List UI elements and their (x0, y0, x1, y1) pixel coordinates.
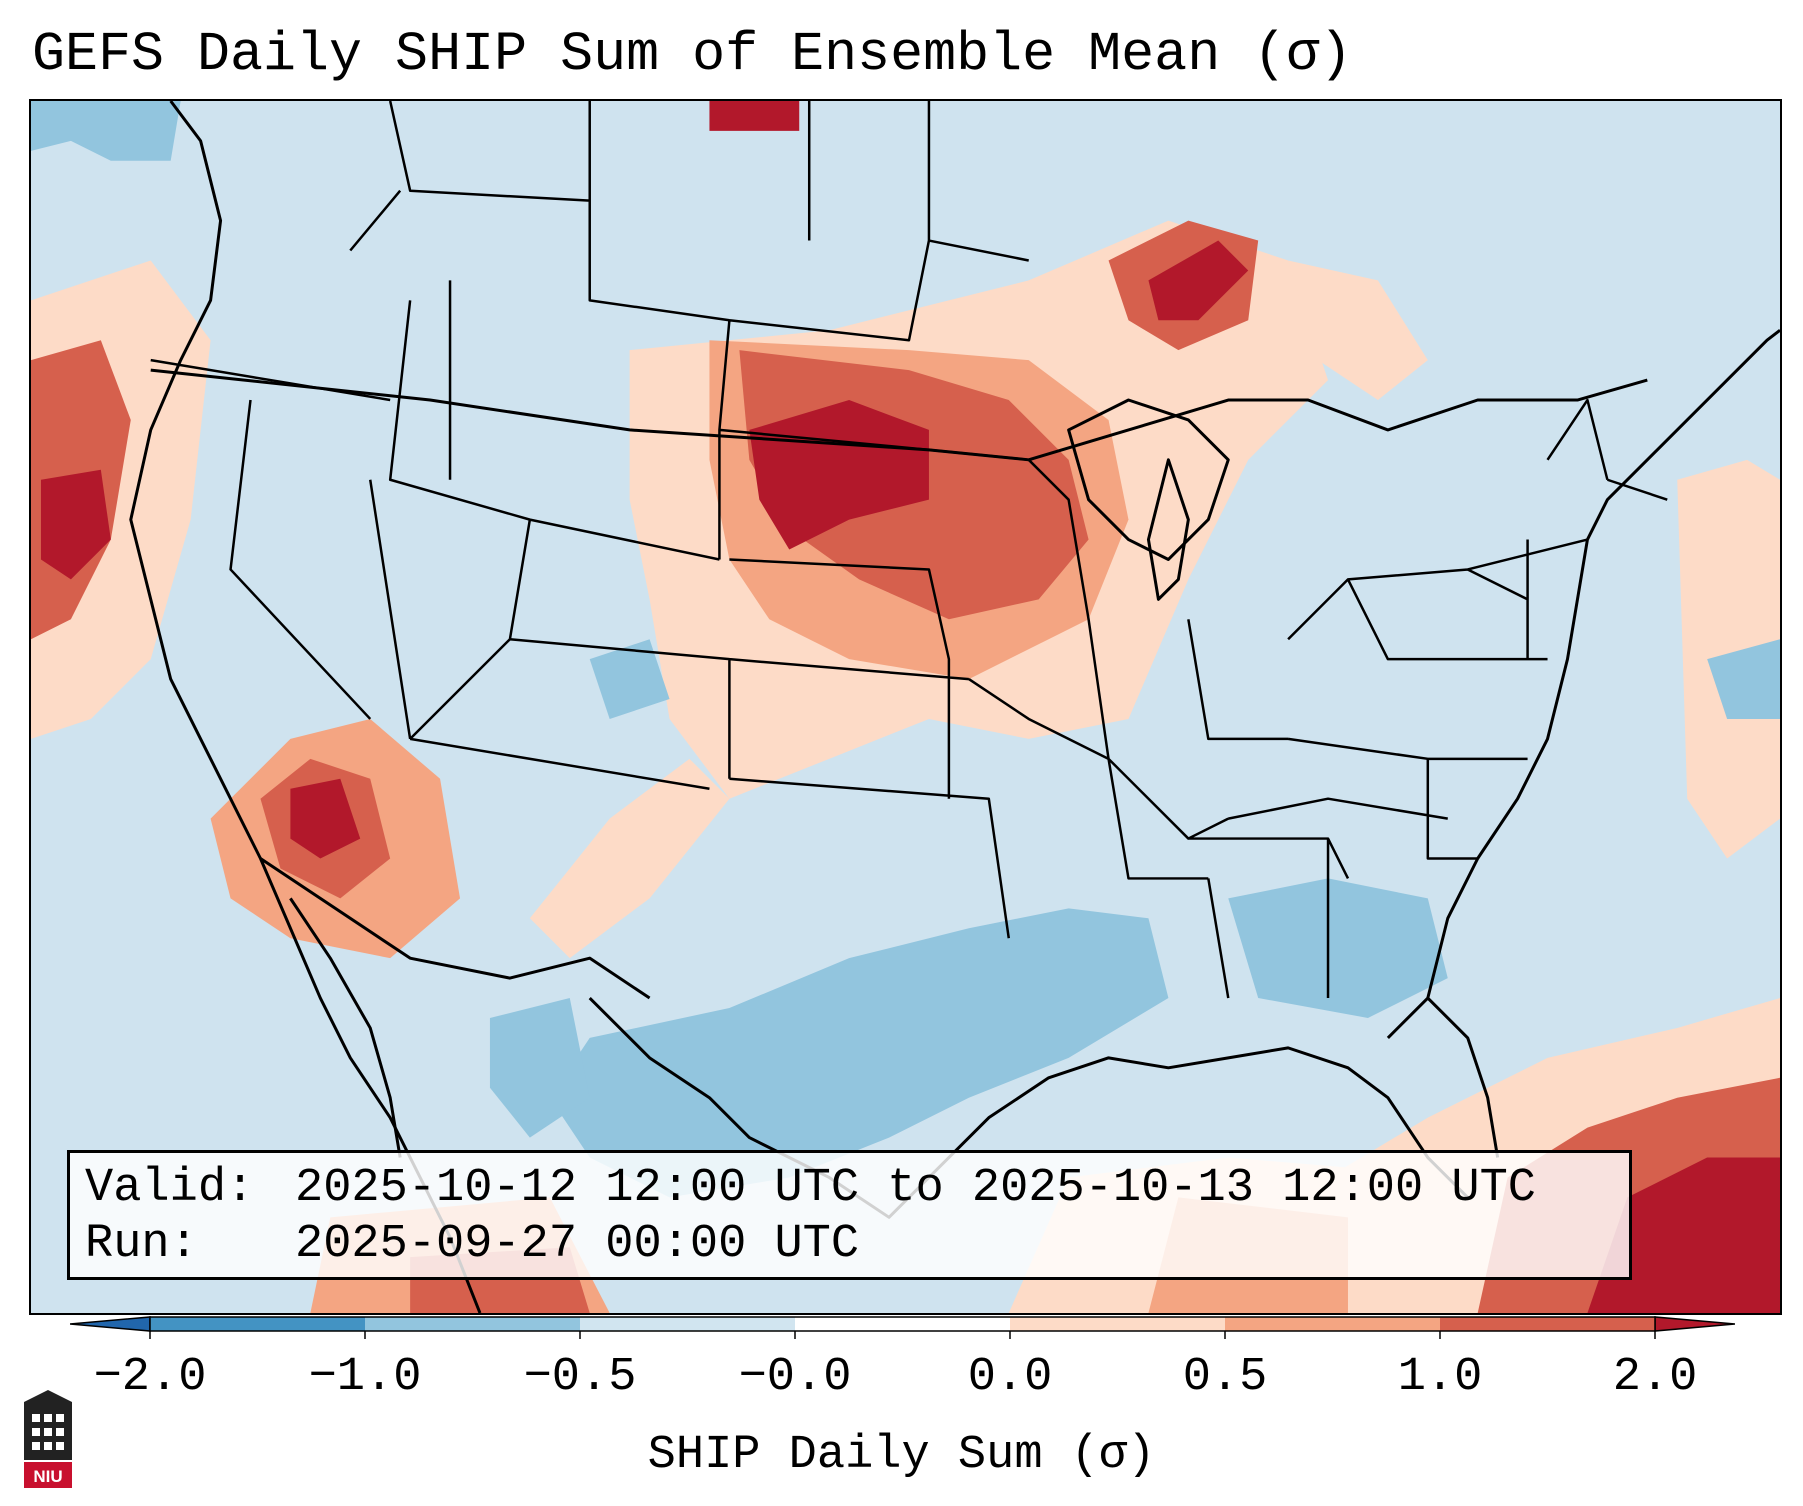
colorbar-ticks: −2.0 −1.0 −0.5 −0.0 0.0 0.5 1.0 2.0 (94, 1331, 1698, 1404)
pnw-core-region (40, 469, 111, 580)
texas-panhandle-warm (529, 758, 730, 959)
colorbar-label: SHIP Daily Sum (σ) (647, 1429, 1156, 1482)
great-lakes-core-region (1148, 240, 1249, 321)
dakota-north-core (709, 101, 800, 131)
colorbar-tick-label: 1.0 (1398, 1351, 1483, 1404)
colorbar-tick-label: −1.0 (309, 1351, 422, 1404)
run-value: 2025-09-27 00:00 UTC (295, 1218, 860, 1271)
run-line: Run: 2025-09-27 00:00 UTC (85, 1217, 1614, 1273)
map-panel (29, 99, 1782, 1315)
colorbar-swatches (70, 1316, 1735, 1332)
colorbar-extend-low (70, 1316, 151, 1332)
valid-label: Valid: (85, 1162, 255, 1215)
anomaly-map (31, 101, 1780, 1313)
colorbar: −2.0 −1.0 −0.5 −0.0 0.0 0.5 1.0 2.0 (70, 1316, 1735, 1404)
university-tower-icon: NIU (24, 1390, 72, 1488)
colorbar-frame (149, 1316, 1656, 1332)
mexico-border (259, 857, 651, 1000)
map-title: GEFS Daily SHIP Sum of Ensemble Mean (σ) (32, 23, 1353, 86)
baja-peninsula (289, 897, 402, 1158)
colorbar-swatch (1440, 1317, 1655, 1331)
valid-value: 2025-10-12 12:00 UTC to 2025-10-13 12:00… (295, 1162, 1537, 1215)
canada-border (150, 368, 1648, 462)
gulf-coast (588, 996, 1469, 1219)
west-coastline (129, 101, 482, 1313)
colorbar-tick-label: 0.5 (1183, 1351, 1268, 1404)
lake-michigan (1146, 458, 1190, 601)
colorbar-swatch (1010, 1317, 1225, 1331)
mexico-cool-region (489, 998, 590, 1138)
colorbar-tick-label: 0.0 (968, 1351, 1053, 1404)
colorado-cool-patch (589, 639, 670, 719)
southeast-cool-region (1228, 878, 1448, 1018)
state-borders (150, 101, 1668, 999)
colorbar-tick-label: 2.0 (1613, 1351, 1698, 1404)
southwest-core-region (290, 778, 361, 859)
atlantic-cool-patch (1707, 639, 1780, 719)
run-label: Run: (85, 1218, 198, 1271)
caribbean-core-region (1587, 1157, 1780, 1313)
colorbar-swatch (1225, 1317, 1440, 1331)
northwest-cool-patch (31, 101, 181, 161)
logo-text: NIU (33, 1467, 62, 1486)
valid-line: Valid: 2025-10-12 12:00 UTC to 2025-10-13… (85, 1161, 1614, 1217)
info-box: Valid: 2025-10-12 12:00 UTC to 2025-10-13… (67, 1150, 1632, 1280)
colorbar-tick-label: −2.0 (94, 1351, 207, 1404)
colorbar-swatch (795, 1317, 1010, 1331)
colorbar-swatch (150, 1317, 365, 1331)
colorbar-extend-high (1654, 1316, 1735, 1332)
northeast-warm-region (1288, 260, 1428, 401)
colorbar-swatch (365, 1317, 580, 1331)
colorbar-tick-label: −0.5 (524, 1351, 637, 1404)
gulf-cool-region (549, 908, 1169, 1198)
geographic-boundaries (129, 101, 1780, 1313)
east-coast (1426, 329, 1780, 999)
florida-peninsula (1386, 996, 1500, 1158)
colorbar-tick-label: −0.0 (739, 1351, 852, 1404)
colorbar-swatch (580, 1317, 795, 1331)
great-lakes-outline (1067, 398, 1230, 561)
